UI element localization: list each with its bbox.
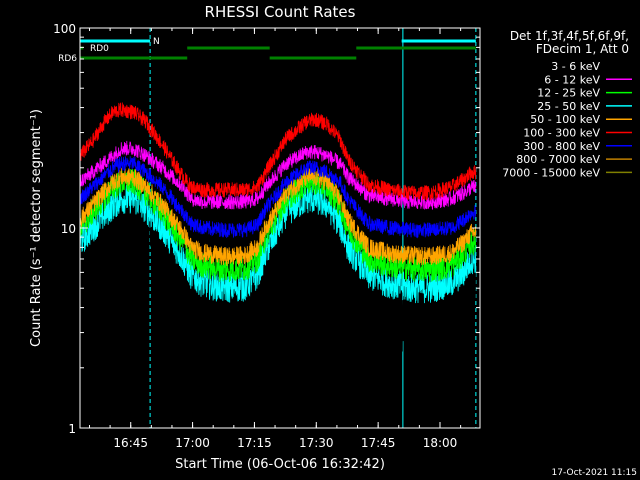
legend-label-1: 6 - 12 keV [544,73,600,86]
flag-label-n: N [153,37,160,47]
x-tick-label-2: 17:15 [237,436,272,450]
legend-label-4: 50 - 100 keV [530,113,600,126]
legend-label-0: 3 - 6 keV [551,60,600,73]
legend-header-line-2: FDecim 1, Att 0 [536,42,629,56]
flag-label-rd0: RD0 [90,44,109,54]
chart-title: RHESSI Count Rates [205,3,356,21]
legend-label-6: 300 - 800 keV [523,140,600,153]
legend-header-line-1: Det 1f,3f,4f,5f,6f,9f, [510,29,629,43]
flag-label-rd6: RD6 [58,54,77,64]
x-tick-label-1: 17:00 [175,436,210,450]
y-tick-label-0: 1 [68,422,76,436]
legend-label-5: 100 - 300 keV [523,127,600,140]
x-tick-label-3: 17:30 [299,436,334,450]
y-tick-label-2: 100 [53,22,76,36]
legend-label-2: 12 - 25 keV [537,87,600,100]
legend-label-7: 800 - 7000 keV [516,153,600,166]
x-tick-label-4: 17:45 [361,436,396,450]
x-tick-label-5: 18:00 [423,436,458,450]
x-tick-label-0: 16:45 [113,436,148,450]
y-axis-label: Count Rate (s⁻¹ detector segment⁻¹) [29,109,44,347]
y-tick-label-1: 10 [61,222,76,236]
series-line-6to12keV-kev [80,140,477,211]
legend-label-8: 7000 - 15000 keV [502,166,600,179]
x-axis-label: Start Time (06-Oct-06 16:32:42) [175,457,385,472]
legend-label-3: 25 - 50 keV [537,100,600,113]
series-line-50to100keV-kev [80,167,477,266]
series-line-100to300keV-kev [80,102,477,201]
series-line-300to800keV-kev [80,156,477,239]
timestamp: 17-Oct-2021 11:15 [552,468,637,478]
